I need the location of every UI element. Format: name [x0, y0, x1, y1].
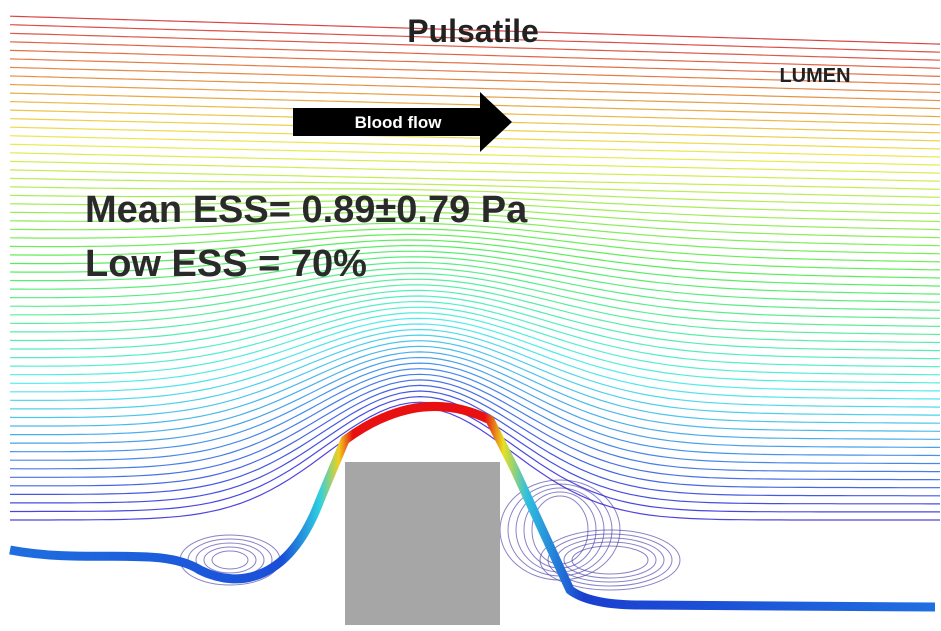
- figure: Blood flow Pulsatile LUMEN Mean ESS= 0.8…: [0, 0, 941, 631]
- annotation: Low ESS = 70%: [85, 243, 367, 285]
- arrow-label: Blood flow: [355, 113, 443, 132]
- region-label: LUMEN: [779, 65, 850, 87]
- annotation: Mean ESS= 0.89±0.79 Pa: [85, 189, 528, 231]
- plaque-block: [345, 462, 500, 625]
- title: Pulsatile: [407, 13, 539, 49]
